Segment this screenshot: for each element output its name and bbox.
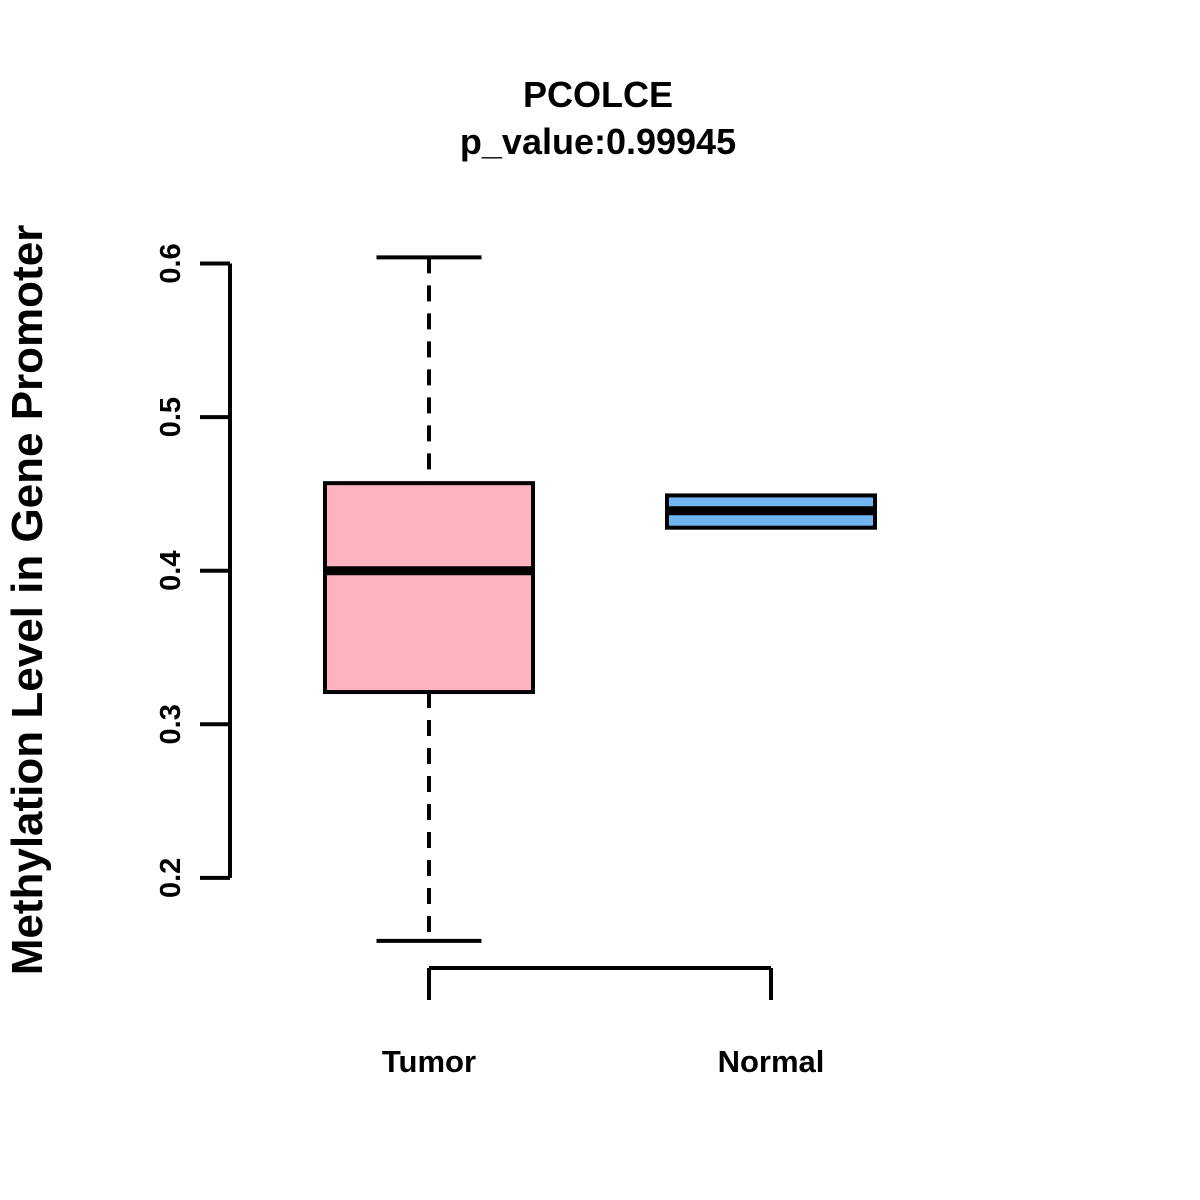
box-group-normal [665,493,877,530]
y-tick-label: 0.2 [155,858,187,898]
box-group-tumor [323,255,535,943]
y-tick-label: 0.5 [155,397,187,437]
series-layer [323,255,877,943]
y-tick-label: 0.3 [155,704,187,744]
y-tick-label: 0.4 [155,551,187,591]
axes-layer: 0.2 0.3 0.4 0.5 0.6 Tumor Normal [155,243,824,1079]
chart-subtitle: p_value:0.99945 [460,121,736,162]
box-tumor [323,481,535,695]
x-category-label-normal: Normal [718,1044,825,1079]
x-category-label-tumor: Tumor [382,1044,476,1079]
chart-title: PCOLCE [523,74,673,115]
y-tick-label: 0.6 [155,243,187,283]
y-axis-label: Methylation Level in Gene Promoter [3,225,52,976]
